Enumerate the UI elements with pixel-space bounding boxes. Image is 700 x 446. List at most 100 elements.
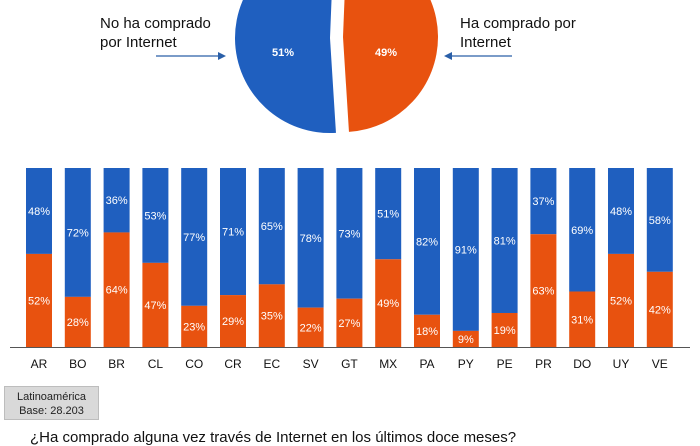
bar-segment-not-purchased-uy [608, 168, 634, 254]
data-label-not-purchased-ec: 65% [261, 221, 283, 233]
category-label-pa: PA [419, 357, 434, 371]
arrow-right-icon [156, 52, 226, 60]
bar-segment-not-purchased-py [452, 168, 479, 331]
data-label-purchased-cr: 29% [222, 316, 244, 328]
bar-segment-not-purchased-ec [258, 168, 285, 285]
data-label-not-purchased-mx: 51% [377, 209, 399, 221]
pie-slice-purchased [343, 0, 438, 132]
category-label-ec: EC [263, 357, 280, 371]
category-label-uy: UY [613, 357, 630, 371]
data-label-not-purchased-cr: 71% [222, 227, 244, 239]
category-label-gt: GT [341, 357, 358, 371]
data-label-purchased-pa: 18% [416, 326, 438, 338]
base-region: Latinoamérica [16, 391, 87, 403]
pie-label-yes-line1: Ha comprado por [460, 15, 576, 32]
category-label-sv: SV [303, 357, 319, 371]
bar-segment-purchased-do [569, 291, 596, 347]
bar-segment-not-purchased-cl [142, 168, 169, 263]
pie-label-no-purchase: No ha comprado por Internet [100, 14, 211, 52]
bar-segment-not-purchased-ve [646, 168, 673, 272]
bar-segment-purchased-py [452, 330, 479, 347]
category-label-pe: PE [497, 357, 513, 371]
arrow-left-icon [444, 52, 512, 60]
data-label-not-purchased-ar: 48% [28, 206, 50, 218]
bar-segment-purchased-gt [336, 298, 363, 347]
survey-question: ¿Ha comprado alguna vez través de Intern… [30, 429, 517, 446]
base-info-box: Latinoamérica Base: 28.203 [4, 386, 99, 420]
bar-segment-purchased-bo [64, 296, 91, 347]
data-label-purchased-co: 23% [183, 321, 205, 333]
data-label-not-purchased-do: 69% [571, 225, 593, 237]
data-label-purchased-py: 9% [458, 334, 474, 346]
data-label-purchased-cl: 47% [144, 300, 166, 312]
bar-segment-purchased-uy [608, 253, 634, 347]
category-label-co: CO [185, 357, 203, 371]
bar-segment-not-purchased-sv [297, 168, 324, 308]
data-label-purchased-gt: 27% [338, 318, 360, 330]
data-label-purchased-ve: 42% [649, 304, 671, 316]
data-label-purchased-do: 31% [571, 314, 593, 326]
data-label-purchased-uy: 52% [610, 295, 632, 307]
data-label-purchased-ec: 35% [261, 311, 283, 323]
bar-segment-not-purchased-cr [220, 168, 246, 296]
data-label-not-purchased-pe: 81% [494, 235, 516, 247]
bar-segment-purchased-co [181, 305, 208, 347]
bar-segment-purchased-ar [26, 253, 52, 347]
category-label-ar: AR [31, 357, 48, 371]
category-label-py: PY [458, 357, 474, 371]
data-label-not-purchased-uy: 48% [610, 206, 632, 218]
data-label-purchased-ar: 52% [28, 295, 50, 307]
data-label-purchased-br: 64% [106, 285, 128, 297]
base-count: Base: 28.203 [19, 405, 84, 417]
bar-segment-purchased-pr [530, 234, 557, 347]
pie-value-purchased: 49% [375, 47, 397, 59]
data-label-not-purchased-co: 77% [183, 232, 205, 244]
bar-segment-purchased-pe [491, 312, 518, 347]
data-label-purchased-pr: 63% [532, 286, 554, 298]
bar-segment-purchased-cr [220, 295, 246, 347]
category-label-br: BR [108, 357, 125, 371]
bar-segment-purchased-mx [375, 259, 402, 347]
category-label-ve: VE [652, 357, 668, 371]
pie-label-purchased: Ha comprado por Internet [460, 14, 576, 52]
bar-segment-purchased-pa [414, 314, 440, 347]
bar-segment-not-purchased-do [569, 168, 596, 292]
bar-segment-not-purchased-mx [375, 168, 402, 260]
pie-label-no-line2: por Internet [100, 34, 177, 51]
data-label-purchased-pe: 19% [494, 325, 516, 337]
bar-segment-purchased-br [103, 232, 130, 347]
bar-segment-purchased-ve [646, 271, 673, 347]
category-label-mx: MX [379, 357, 397, 371]
data-label-not-purchased-pa: 82% [416, 236, 438, 248]
data-label-purchased-mx: 49% [377, 298, 399, 310]
data-label-not-purchased-br: 36% [106, 195, 128, 207]
bar-segment-not-purchased-gt [336, 168, 363, 299]
pie-slice-no-purchase [235, 0, 336, 133]
bar-segment-not-purchased-pr [530, 168, 557, 235]
data-label-not-purchased-cl: 53% [144, 210, 166, 222]
bar-segment-not-purchased-bo [64, 168, 91, 297]
data-label-not-purchased-pr: 37% [532, 196, 554, 208]
data-label-not-purchased-sv: 78% [300, 233, 322, 245]
category-label-do: DO [573, 357, 591, 371]
category-label-pr: PR [535, 357, 552, 371]
data-label-not-purchased-ve: 58% [649, 215, 671, 227]
category-label-cr: CR [224, 357, 242, 371]
pie-label-yes-line2: Internet [460, 34, 511, 51]
bar-segment-purchased-sv [297, 307, 324, 347]
bar-segment-purchased-cl [142, 262, 169, 347]
data-label-not-purchased-py: 91% [455, 244, 477, 256]
bar-segment-not-purchased-co [181, 168, 208, 306]
data-label-not-purchased-bo: 72% [67, 227, 89, 239]
bar-segment-not-purchased-pe [491, 168, 518, 313]
data-label-not-purchased-gt: 73% [338, 228, 360, 240]
bar-segment-not-purchased-ar [26, 168, 52, 254]
data-label-purchased-sv: 22% [300, 322, 322, 334]
bar-segment-not-purchased-br [103, 168, 130, 233]
pie-label-no-line1: No ha comprado [100, 15, 211, 32]
pie-value-no-purchase: 51% [272, 47, 294, 59]
category-label-cl: CL [148, 357, 164, 371]
bar-segment-purchased-ec [258, 284, 285, 347]
